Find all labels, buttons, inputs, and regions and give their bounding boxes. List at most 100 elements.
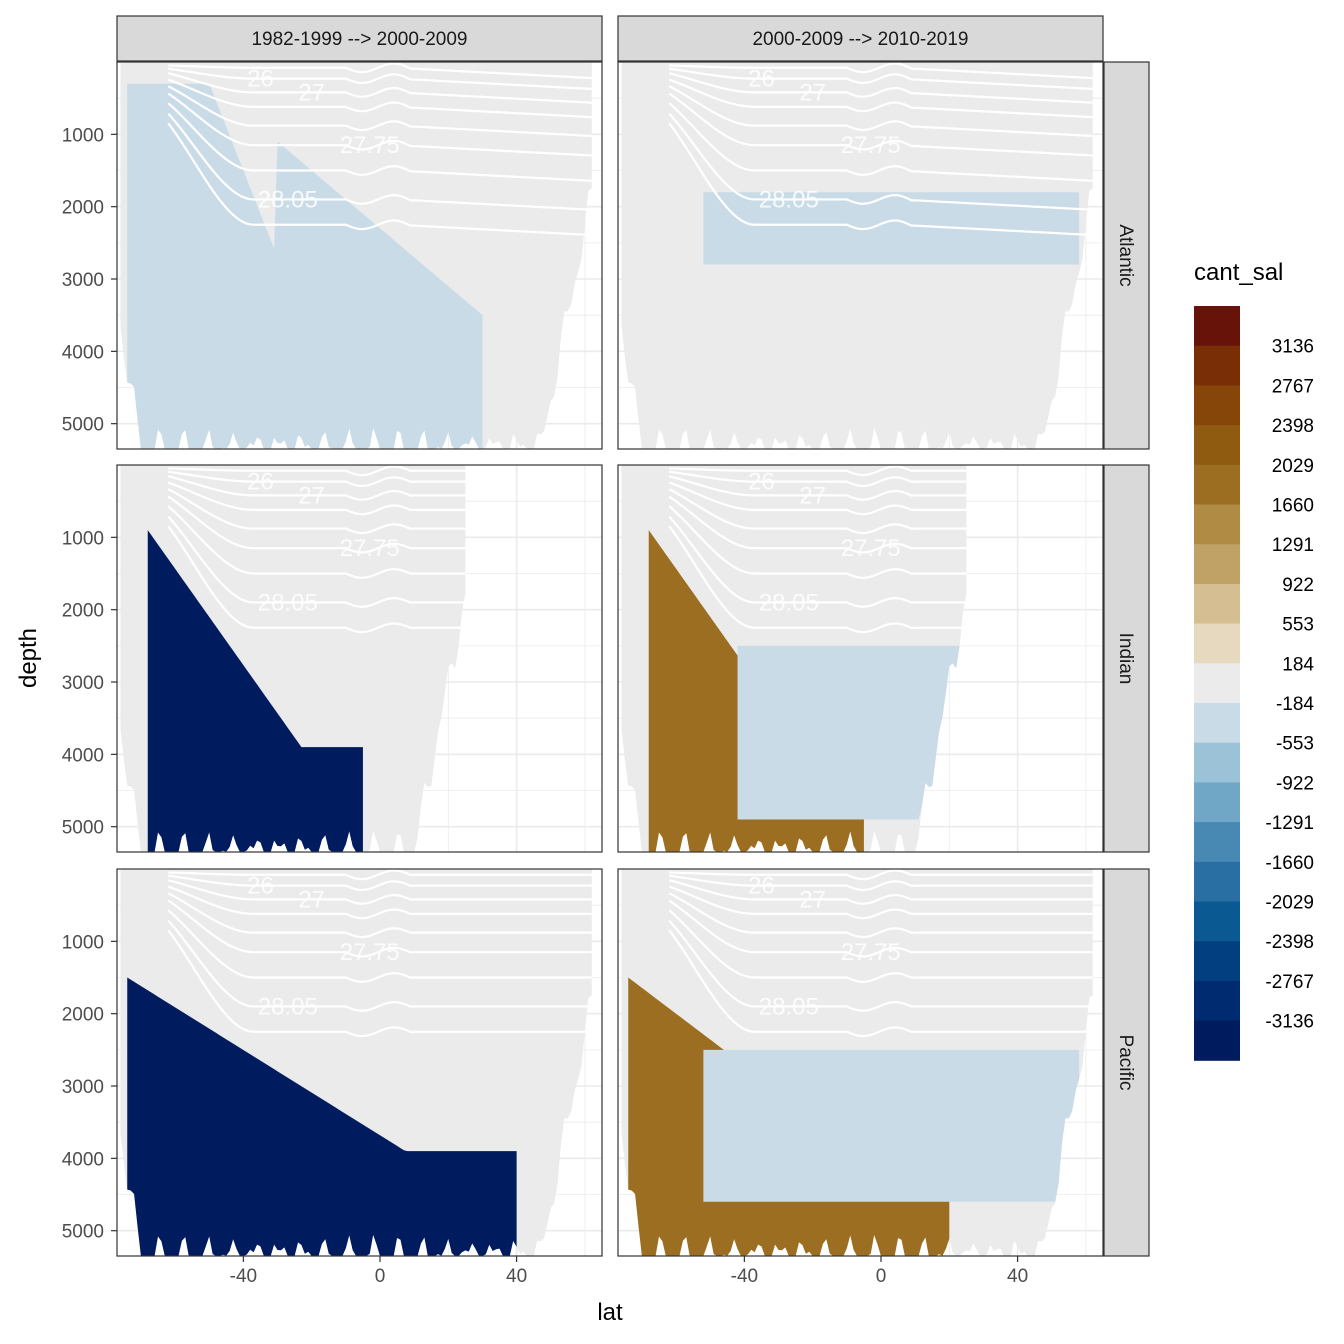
x-tick-label: 40 (1007, 1266, 1028, 1287)
legend-color-step (1194, 464, 1240, 505)
panel-indian-1: 26 27 27.75 28.05 (617, 464, 1104, 853)
x-tick-label: -40 (230, 1266, 257, 1287)
isopycnal-label: 27.75 (841, 535, 901, 562)
panel-border (617, 868, 1104, 1257)
isopycnals: 26 27 27.75 28.05 (167, 869, 592, 1038)
axes: 1000 2000 3000 4000 5000 1000 2000 3000 4000 5000… (62, 125, 1028, 1287)
legend-break-label: -2029 (1265, 893, 1314, 914)
legend-break-label: 3136 (1272, 337, 1314, 358)
legend-break-label: -2398 (1265, 932, 1314, 953)
y-tick-label: 5000 (62, 415, 104, 436)
legend-color-step (1194, 1020, 1240, 1061)
isopycnal-label: 26 (748, 873, 775, 900)
y-tick-label: 1000 (62, 932, 104, 953)
isopycnals: 26 27 27.75 28.05 (668, 465, 967, 634)
isopycnals: 26 27 27.75 28.05 (167, 62, 592, 237)
facet-strips: 1982-1999 --> 2000-2009 2000-2009 --> 201… (116, 15, 1150, 1257)
legend-color-step (1194, 544, 1240, 585)
isopycnal-label: 28.05 (258, 186, 318, 213)
row-strip: Atlantic (1103, 61, 1150, 450)
facet-panels: 26 27 27.75 28.05 26 27 27.75 28.05 26 27 27.75 28.… (116, 61, 1104, 1257)
y-tick-label: 5000 (62, 1222, 104, 1243)
y-tick-label: 3000 (62, 270, 104, 291)
isopycnal-label: 27.75 (340, 939, 400, 966)
legend-break-label: 553 (1282, 615, 1314, 636)
legend-title: cant_sal (1194, 259, 1283, 286)
legend-color-step (1194, 306, 1240, 347)
isopycnal-label: 27.75 (841, 939, 901, 966)
isopycnal-label: 27 (298, 482, 325, 509)
legend-color-step (1194, 782, 1240, 823)
y-tick-label: 4000 (62, 745, 104, 766)
panel-pacific-1: 26 27 27.75 28.05 (617, 868, 1104, 1257)
isopycnal-label: 26 (748, 469, 775, 496)
y-tick-label: 5000 (62, 818, 104, 839)
legend-color-step (1194, 385, 1240, 426)
legend-break-label: -922 (1276, 773, 1314, 794)
isopycnal-label: 27.75 (340, 132, 400, 159)
anomaly-region (127, 977, 517, 1256)
panel-pacific-0: 26 27 27.75 28.05 (116, 868, 603, 1257)
legend-break-label: 184 (1282, 654, 1314, 675)
anomaly-region (703, 192, 1080, 265)
column-strip-label: 1982-1999 --> 2000-2009 (251, 29, 467, 50)
legend-break-label: 2398 (1272, 416, 1314, 437)
legend-break-label: -553 (1276, 734, 1314, 755)
legend-break-label: -2767 (1265, 972, 1314, 993)
y-tick-label: 2000 (62, 601, 104, 622)
isopycnal-label: 27 (298, 886, 325, 913)
column-strip: 2000-2009 --> 2010-2019 (617, 15, 1104, 62)
y-tick-label: 3000 (62, 673, 104, 694)
panel-indian-0: 26 27 27.75 28.05 (116, 464, 603, 853)
row-strip-label: Pacific (1115, 1035, 1136, 1091)
y-axis-title: depth (15, 628, 42, 688)
isopycnals: 26 27 27.75 28.05 (668, 869, 1093, 1038)
legend-break-label: 2767 (1272, 376, 1314, 397)
y-tick-label: 3000 (62, 1077, 104, 1098)
row-strip-label: Atlantic (1115, 224, 1136, 286)
panel-border (116, 61, 603, 450)
legend: cant_sal 3136 2767 2398 2029 1660 1291 922 553 1… (1194, 259, 1314, 1061)
row-strip: Pacific (1103, 868, 1150, 1257)
legend-color-step (1194, 861, 1240, 902)
legend-break-label: 1660 (1272, 496, 1314, 517)
anomaly-region (737, 645, 960, 820)
legend-break-label: 2029 (1272, 456, 1314, 477)
isopycnal-label: 28.05 (258, 993, 318, 1020)
row-strip: Indian (1103, 464, 1150, 853)
legend-color-step (1194, 941, 1240, 982)
legend-color-step (1194, 822, 1240, 863)
isopycnal-label: 27.75 (841, 132, 901, 159)
row-strip-label: Indian (1115, 633, 1136, 685)
x-axis-title: lat (597, 1299, 623, 1326)
y-tick-label: 2000 (62, 1005, 104, 1026)
legend-color-step (1194, 504, 1240, 545)
y-tick-label: 1000 (62, 125, 104, 146)
legend-break-label: -1291 (1265, 813, 1314, 834)
isopycnal-label: 27.75 (340, 535, 400, 562)
legend-break-label: -1660 (1265, 853, 1314, 874)
panel-border (116, 464, 603, 853)
legend-color-step (1194, 901, 1240, 942)
isopycnal-label: 26 (247, 66, 274, 93)
legend-color-step (1194, 425, 1240, 466)
isopycnal-label: 27 (298, 79, 325, 106)
legend-color-step (1194, 623, 1240, 664)
y-tick-label: 2000 (62, 198, 104, 219)
column-strip-label: 2000-2009 --> 2010-2019 (752, 29, 968, 50)
x-tick-label: 0 (876, 1266, 887, 1287)
legend-color-step (1194, 583, 1240, 625)
panel-atlantic-0: 26 27 27.75 28.05 (116, 61, 603, 450)
legend-break-label: 1291 (1272, 535, 1314, 556)
y-tick-label: 4000 (62, 1149, 104, 1170)
isopycnals: 26 27 27.75 28.05 (167, 465, 466, 634)
y-tick-label: 1000 (62, 528, 104, 549)
legend-color-step (1194, 742, 1240, 783)
isopycnal-label: 28.05 (258, 589, 318, 616)
isopycnal-label: 27 (799, 79, 826, 106)
column-strip: 1982-1999 --> 2000-2009 (116, 15, 603, 62)
x-tick-label: -40 (731, 1266, 758, 1287)
legend-break-label: 922 (1282, 575, 1314, 596)
legend-color-step (1194, 703, 1240, 744)
